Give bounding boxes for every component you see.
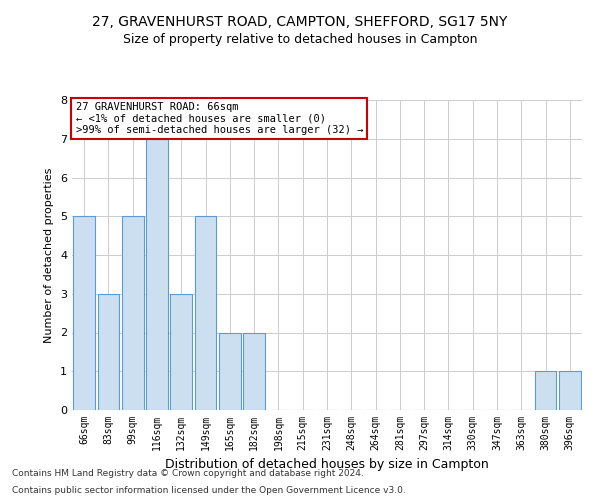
Text: 27 GRAVENHURST ROAD: 66sqm
← <1% of detached houses are smaller (0)
>99% of semi: 27 GRAVENHURST ROAD: 66sqm ← <1% of deta… bbox=[76, 102, 363, 135]
Bar bbox=[122, 216, 143, 410]
Bar bbox=[73, 216, 95, 410]
X-axis label: Distribution of detached houses by size in Campton: Distribution of detached houses by size … bbox=[165, 458, 489, 471]
Bar bbox=[243, 332, 265, 410]
Bar bbox=[194, 216, 217, 410]
Text: Size of property relative to detached houses in Campton: Size of property relative to detached ho… bbox=[123, 32, 477, 46]
Bar bbox=[97, 294, 119, 410]
Bar bbox=[146, 138, 168, 410]
Text: 27, GRAVENHURST ROAD, CAMPTON, SHEFFORD, SG17 5NY: 27, GRAVENHURST ROAD, CAMPTON, SHEFFORD,… bbox=[92, 15, 508, 29]
Text: Contains HM Land Registry data © Crown copyright and database right 2024.: Contains HM Land Registry data © Crown c… bbox=[12, 468, 364, 477]
Bar bbox=[219, 332, 241, 410]
Bar bbox=[170, 294, 192, 410]
Bar bbox=[559, 371, 581, 410]
Text: Contains public sector information licensed under the Open Government Licence v3: Contains public sector information licen… bbox=[12, 486, 406, 495]
Bar bbox=[535, 371, 556, 410]
Y-axis label: Number of detached properties: Number of detached properties bbox=[44, 168, 55, 342]
